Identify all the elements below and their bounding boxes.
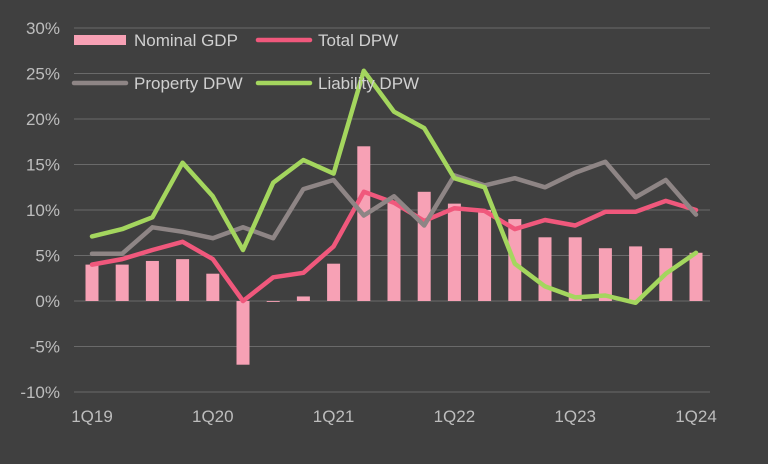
x-tick-label: 1Q23 xyxy=(554,407,596,426)
bar-nominal-gdp xyxy=(176,259,190,301)
y-tick-label: 30% xyxy=(26,19,60,38)
legend-swatch-nominal-gdp xyxy=(74,35,126,45)
line-property-dpw xyxy=(89,159,699,256)
bar-nominal-gdp xyxy=(689,252,703,301)
bar-nominal-gdp xyxy=(538,237,552,301)
bar-nominal-gdp xyxy=(296,296,310,301)
y-tick-label: -10% xyxy=(20,383,60,402)
y-tick-label: 10% xyxy=(26,201,60,220)
y-axis-tick-labels: -10% -5% 0% 5% 10% 15% 20% 25% 30% xyxy=(20,19,60,402)
bar-nominal-gdp xyxy=(327,263,341,301)
x-tick-label: 1Q24 xyxy=(675,407,717,426)
y-tick-label: 20% xyxy=(26,110,60,129)
bar-nominal-gdp xyxy=(629,246,643,301)
x-axis-tick-labels: 1Q19 1Q20 1Q21 1Q22 1Q23 1Q24 xyxy=(71,407,717,426)
bar-nominal-gdp xyxy=(417,191,431,301)
bar-nominal-gdp xyxy=(115,264,129,301)
bar-nominal-gdp xyxy=(568,237,582,301)
x-tick-label: 1Q21 xyxy=(313,407,355,426)
legend-label-nominal-gdp: Nominal GDP xyxy=(134,31,238,50)
legend-label-liability-dpw: Liability DPW xyxy=(318,74,419,93)
bar-nominal-gdp xyxy=(478,210,492,301)
bar-nominal-gdp xyxy=(85,264,99,301)
bar-nominal-gdp xyxy=(236,301,250,365)
bar-nominal-gdp xyxy=(447,203,461,301)
y-tick-label: 5% xyxy=(35,247,60,266)
bar-nominal-gdp xyxy=(266,301,280,302)
x-tick-label: 1Q22 xyxy=(434,407,476,426)
bar-nominal-gdp xyxy=(387,200,401,301)
y-tick-label: 15% xyxy=(26,156,60,175)
line-series xyxy=(89,68,699,306)
bar-nominal-gdp xyxy=(145,260,159,301)
legend: Nominal GDP Total DPW Property DPW Liabilit… xyxy=(71,31,419,93)
y-tick-label: 25% xyxy=(26,65,60,84)
bar-nominal-gdp xyxy=(357,146,371,301)
legend-label-total-dpw: Total DPW xyxy=(318,31,398,50)
x-tick-label: 1Q20 xyxy=(192,407,234,426)
x-tick-label: 1Q19 xyxy=(71,407,113,426)
line-liability-dpw xyxy=(89,68,699,306)
bar-nominal-gdp xyxy=(598,248,612,301)
legend-label-property-dpw: Property DPW xyxy=(134,74,243,93)
bar-nominal-gdp xyxy=(206,273,220,301)
y-tick-label: 0% xyxy=(35,292,60,311)
y-tick-label: -5% xyxy=(30,338,60,357)
line-total-dpw xyxy=(89,189,699,304)
